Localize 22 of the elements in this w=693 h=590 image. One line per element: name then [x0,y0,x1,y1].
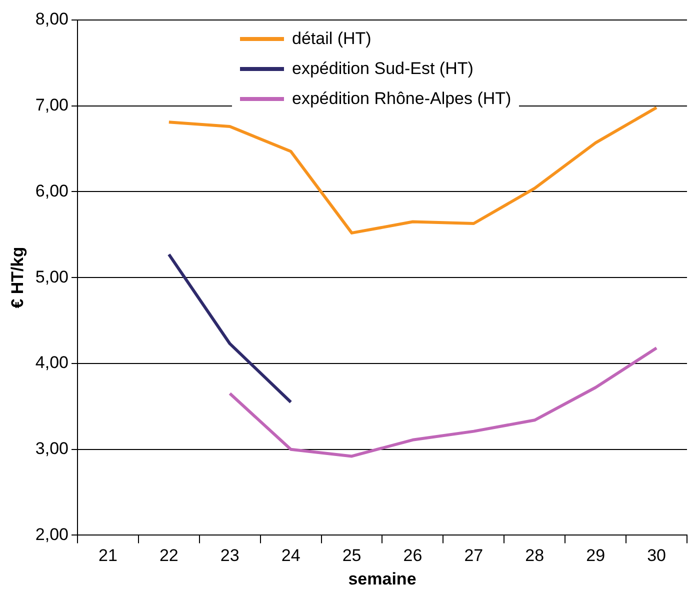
x-tick-label: 27 [464,546,484,566]
x-axis-title: semaine [348,569,416,588]
y-axis-title: € HT/kg [8,246,27,308]
x-tick-label: 28 [525,546,544,566]
x-tick-label: 30 [647,546,666,566]
legend-label: expédition Sud-Est (HT) [291,58,474,80]
y-tick-label: 5,00 [35,267,68,286]
legend-label: détail (HT) [291,28,372,50]
y-tick-label: 6,00 [35,181,68,200]
y-tick-label: 2,00 [35,524,68,544]
y-tick-label: 3,00 [35,439,68,458]
x-tick-label: 29 [586,546,606,566]
y-tick-label: 4,00 [35,353,68,372]
x-tick-label: 23 [220,546,240,566]
x-tick-label: 24 [281,546,300,566]
y-tick-label: 8,00 [35,10,68,29]
x-tick-label: 21 [98,546,118,566]
y-tick-label: 7,00 [35,96,68,115]
x-tick-label: 26 [403,546,422,566]
x-tick-label: 22 [159,546,178,566]
x-tick-label: 25 [342,546,362,566]
legend-label: expédition Rhône-Alpes (HT) [291,88,512,110]
